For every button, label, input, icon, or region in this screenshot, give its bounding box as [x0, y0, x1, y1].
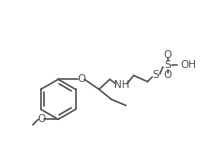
Text: O: O [77, 74, 85, 84]
Text: O: O [163, 51, 171, 60]
Text: S: S [152, 71, 159, 80]
Text: OH: OH [179, 61, 195, 70]
Text: O: O [163, 71, 171, 80]
Text: O: O [37, 114, 45, 124]
Text: S: S [163, 61, 170, 70]
Text: NH: NH [113, 81, 128, 90]
